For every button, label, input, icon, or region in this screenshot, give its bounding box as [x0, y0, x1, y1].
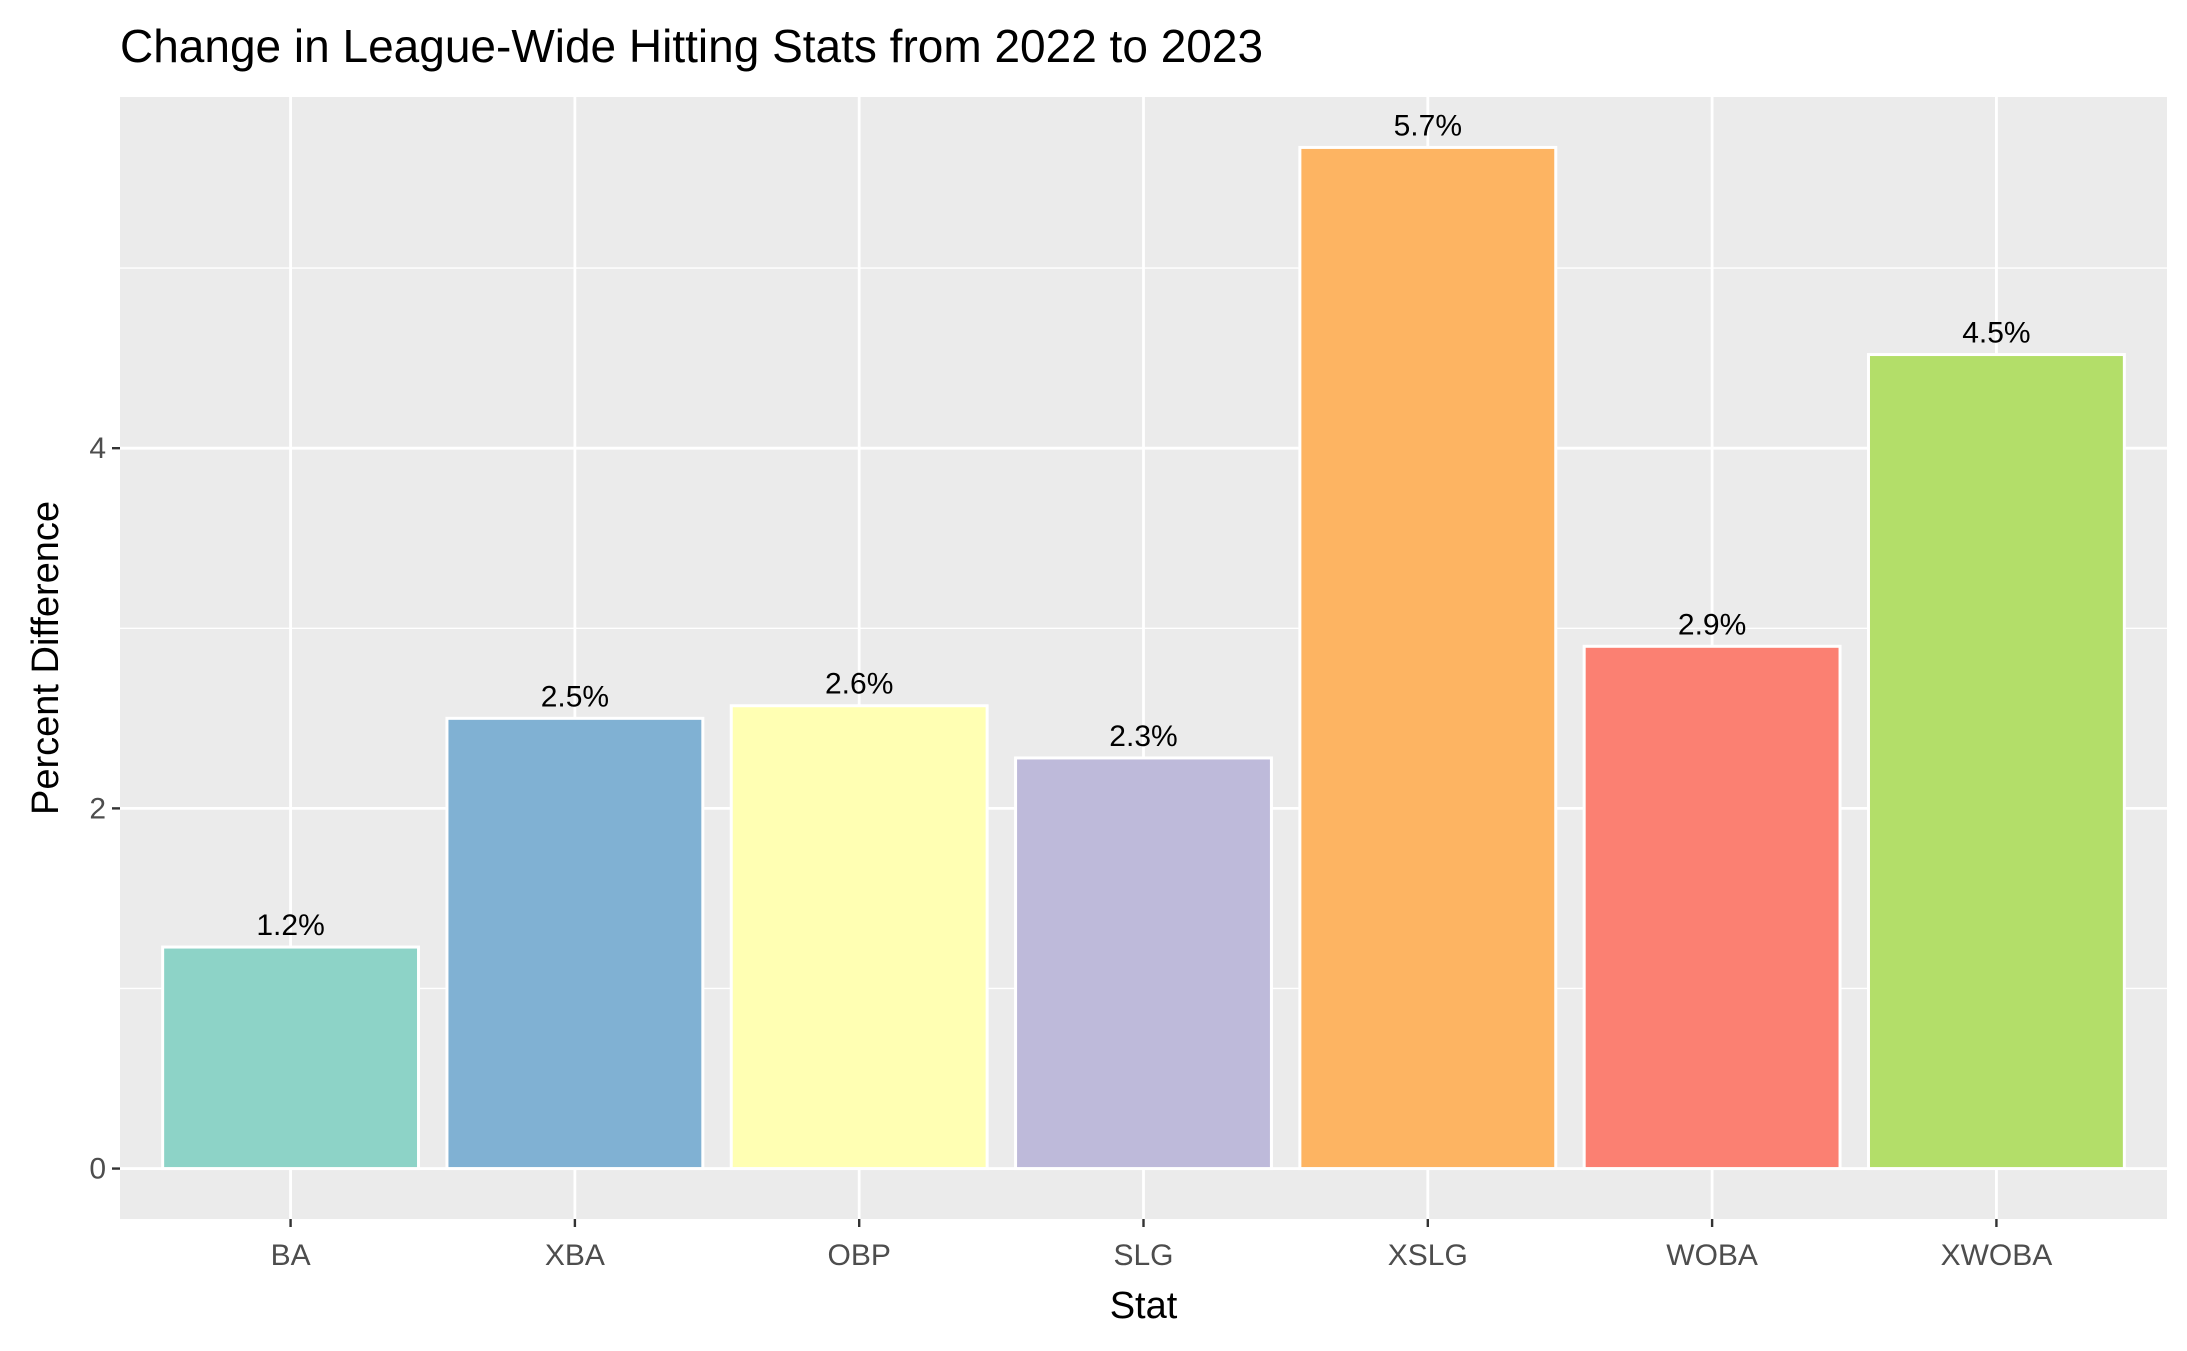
x-axis: BA XBA OBP SLG XSLG WOBA XWOBA: [271, 1219, 2053, 1272]
data-label-xslg: 5.7%: [1394, 109, 1462, 142]
bar-xwoba: [1866, 353, 2126, 1171]
x-tick-label: SLG: [1113, 1239, 1173, 1272]
bar-slg: [1014, 756, 1273, 1171]
bar-woba: [1582, 644, 1842, 1171]
bar-obp: [729, 704, 989, 1171]
data-label-xwoba: 4.5%: [1962, 317, 2030, 350]
y-tick-label: 0: [89, 1153, 106, 1186]
bars: [161, 145, 2126, 1171]
x-tick-label: WOBA: [1666, 1239, 1758, 1272]
x-tick-label: XSLG: [1388, 1239, 1468, 1272]
bar-xba: [445, 716, 705, 1171]
y-tick-label: 2: [89, 792, 106, 825]
data-label-obp: 2.6%: [825, 668, 893, 701]
data-labels: 1.2% 2.5% 2.6% 2.3% 5.7% 2.9% 4.5%: [256, 109, 2030, 942]
y-axis-title: Percent Difference: [25, 501, 67, 815]
x-axis-title: Stat: [1110, 1285, 1178, 1327]
bar-ba: [161, 945, 421, 1171]
x-tick-label: XBA: [545, 1239, 605, 1272]
bar-xslg: [1298, 145, 1558, 1171]
x-tick-label: OBP: [828, 1239, 891, 1272]
data-label-slg: 2.3%: [1109, 720, 1177, 753]
data-label-xba: 2.5%: [541, 680, 609, 713]
x-tick-label: BA: [271, 1239, 311, 1272]
y-tick-label: 4: [89, 432, 106, 465]
y-axis: 0 2 4: [89, 432, 120, 1186]
data-label-ba: 1.2%: [256, 909, 324, 942]
chart-title: Change in League-Wide Hitting Stats from…: [120, 20, 1263, 72]
data-label-woba: 2.9%: [1678, 608, 1746, 641]
x-tick-label: XWOBA: [1941, 1239, 2053, 1272]
